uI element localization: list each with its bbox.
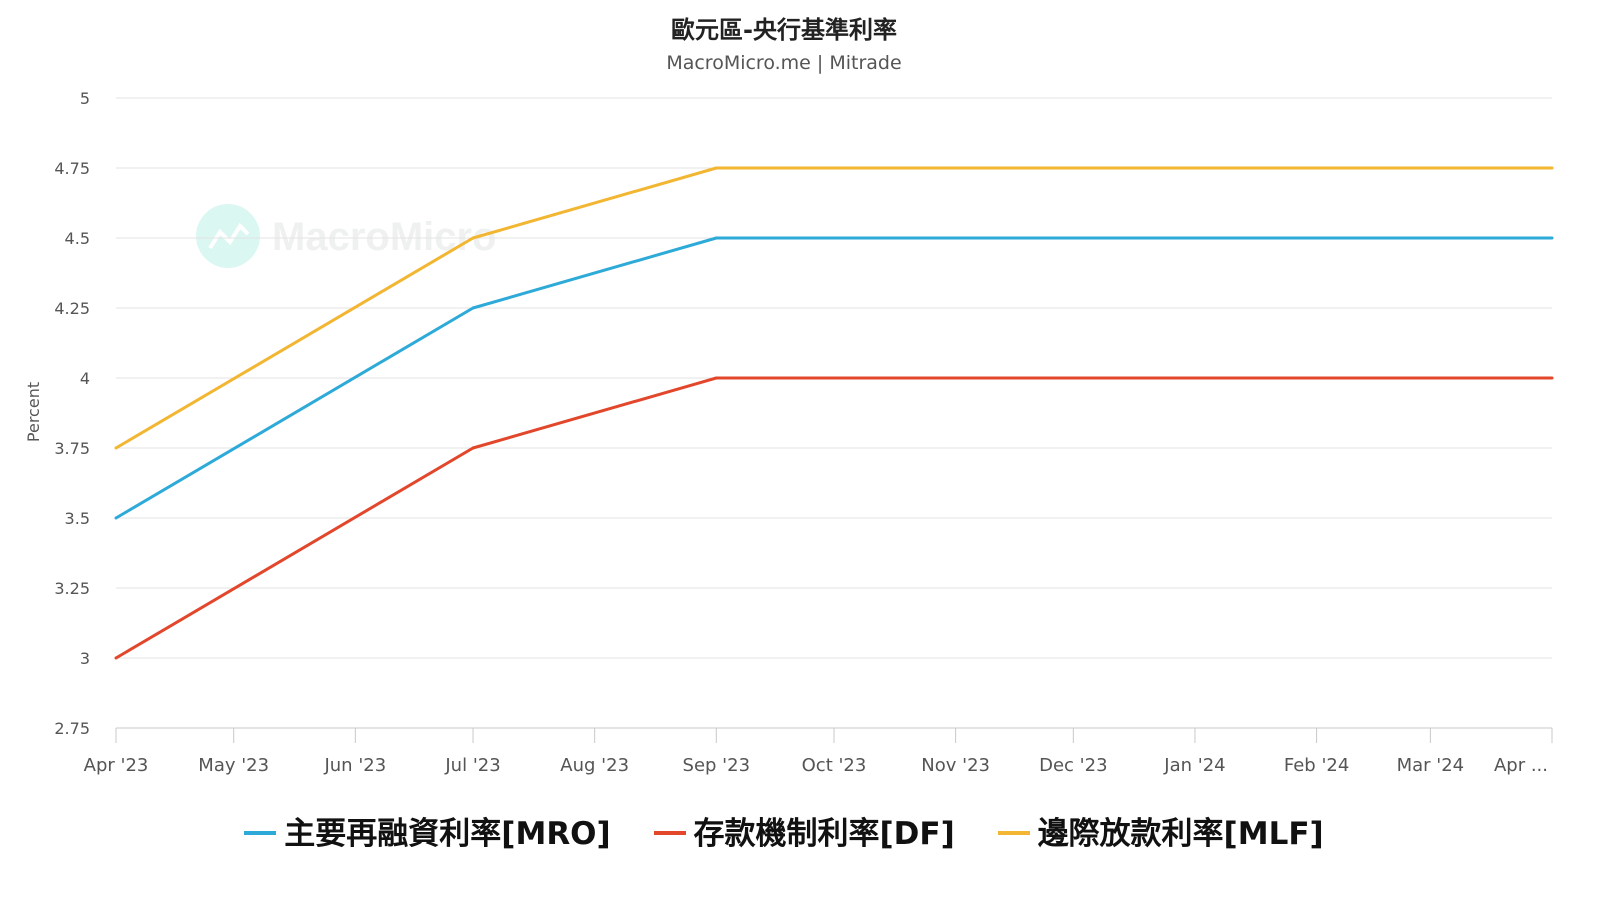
x-tick-label: Apr '23 <box>84 755 149 776</box>
data-point[interactable] <box>114 516 118 520</box>
watermark-logo-icon <box>196 204 260 268</box>
watermark: MacroMicro <box>196 204 497 268</box>
x-tick-label: Sep '23 <box>683 755 751 776</box>
x-tick-label: Nov '23 <box>921 755 990 776</box>
legend-label-mro: 主要再融資利率[MRO] <box>284 816 611 852</box>
data-point[interactable] <box>714 376 718 380</box>
data-point[interactable] <box>1550 166 1554 170</box>
legend-swatch-mlf <box>997 830 1030 835</box>
y-tick-label: 4.5 <box>65 229 90 248</box>
legend-label-mlf: 邊際放款利率[MLF] <box>1037 816 1324 852</box>
x-tick-label: May '23 <box>198 755 269 776</box>
legend: 主要再融資利率[MRO] 存款機制利率[DF] 邊際放款利率[MLF] <box>0 808 1568 853</box>
x-tick-label: Jan '24 <box>1163 755 1225 776</box>
series-line-0[interactable] <box>115 236 1552 520</box>
y-axis-label: Percent <box>24 382 43 442</box>
data-point[interactable] <box>1550 376 1554 380</box>
y-tick-label: 4.25 <box>54 299 90 318</box>
chart-area: MacroMicro 5 4.75 4.5 4.25 4 3.75 3.5 3.25 3 2.75… <box>24 89 1554 776</box>
x-tick-label: Feb '24 <box>1284 755 1349 776</box>
data-point[interactable] <box>114 446 118 450</box>
legend-item-df[interactable]: 存款機制利率[DF] <box>653 808 955 853</box>
x-tick-label: Jul '23 <box>444 755 500 776</box>
series-line-2[interactable] <box>115 166 1552 450</box>
data-point[interactable] <box>471 236 475 240</box>
legend-item-mro[interactable]: 主要再融資利率[MRO] <box>244 808 611 853</box>
y-tick-label: 4 <box>80 369 90 388</box>
legend-swatch-mro <box>244 830 277 835</box>
series-line-1[interactable] <box>115 376 1552 660</box>
y-tick-label: 3.5 <box>65 509 90 528</box>
x-tick-label: Apr ... <box>1494 755 1548 776</box>
data-point[interactable] <box>471 306 475 310</box>
y-tick-label: 4.75 <box>54 159 90 178</box>
x-tick-label: Mar '24 <box>1397 755 1465 776</box>
x-tick-label: Aug '23 <box>560 755 629 776</box>
y-tick-label: 3 <box>80 649 90 668</box>
x-tick-label: Oct '23 <box>802 755 867 776</box>
y-tick-label: 3.75 <box>54 439 90 458</box>
y-tick-label: 3.25 <box>54 579 90 598</box>
watermark-logo-mark <box>208 222 250 250</box>
data-point[interactable] <box>1550 236 1554 240</box>
legend-label-df: 存款機制利率[DF] <box>693 816 955 852</box>
data-point[interactable] <box>714 236 718 240</box>
watermark-text: MacroMicro <box>272 215 497 259</box>
y-tick-label: 5 <box>80 89 90 108</box>
data-point[interactable] <box>714 166 718 170</box>
legend-item-mlf[interactable]: 邊際放款利率[MLF] <box>997 808 1324 853</box>
chart-subtitle: MacroMicro.me | Mitrade <box>666 52 902 74</box>
x-tick-label: Jun '23 <box>323 755 386 776</box>
y-tick-label: 2.75 <box>54 719 90 738</box>
x-tick-label: Dec '23 <box>1039 755 1107 776</box>
legend-swatch-df <box>653 830 686 835</box>
chart-title: 歐元區-央行基準利率 <box>671 16 897 44</box>
data-point[interactable] <box>471 446 475 450</box>
data-point[interactable] <box>114 656 118 660</box>
